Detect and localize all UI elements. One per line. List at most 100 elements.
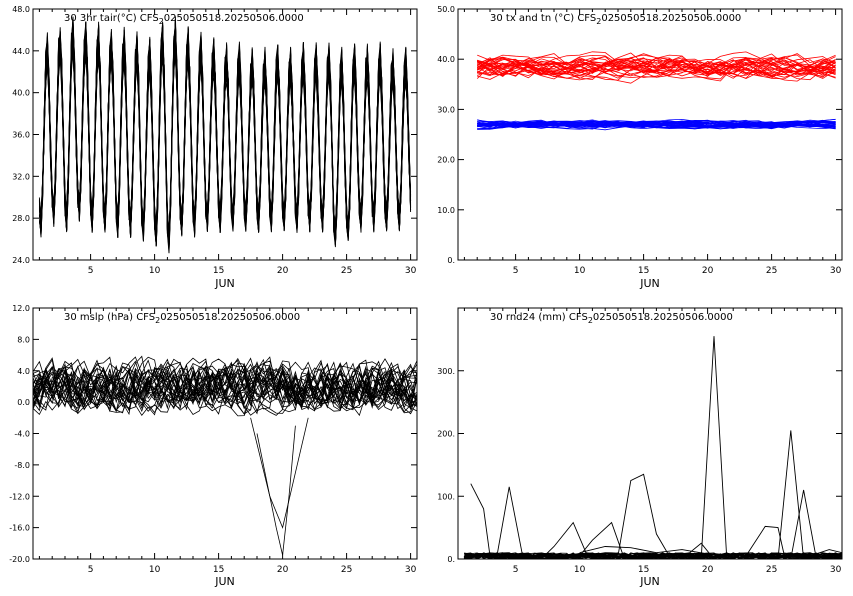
rnd24-series-line	[809, 549, 842, 557]
tair-plot-lines	[38, 16, 412, 254]
tair-series-line	[38, 18, 412, 252]
rnd24-series-line	[470, 483, 497, 559]
mslp-series-line	[256, 417, 309, 529]
tair-x-tick-label: 5	[88, 266, 94, 276]
txtn-y-ticks: 0. 10.0 20.0 30.0 40.0 50.0	[437, 5, 842, 265]
tair-x-tick-label: 30	[405, 266, 417, 276]
rnd24-x-tick-label: 15	[638, 565, 649, 575]
mslp-y-tick-label: 8.0	[17, 335, 30, 344]
txtn-x-tick-label: 5	[513, 266, 519, 276]
rnd24-x-tick-label: 25	[766, 565, 777, 575]
mslp-title-sub: 2	[155, 316, 160, 325]
mslp-y-tick-label: -12.0	[9, 492, 30, 501]
txtn-x-ticks: 5 10 15 20 25 30	[463, 9, 842, 276]
mslp-plot-lines	[33, 355, 417, 556]
tair-x-tick-label: 15	[213, 266, 224, 276]
mslp-series-line	[33, 358, 417, 411]
txtn-series-line	[477, 119, 836, 129]
tair-y-tick-label: 44.0	[12, 47, 30, 56]
tair-x-tick-label: 25	[341, 266, 352, 276]
rnd24-plot-lines	[464, 336, 842, 559]
txtn-series-line	[476, 52, 836, 80]
tair-y-tick-label: 28.0	[12, 214, 30, 223]
rnd24-y-tick-label: 200.	[437, 430, 455, 439]
rnd24-series-line	[681, 542, 715, 559]
txtn-x-tick-label: 10	[574, 266, 586, 276]
mslp-y-tick-label: 0.0	[17, 398, 30, 407]
mslp-x-tick-label: 20	[277, 565, 289, 575]
tair-title: 30 3hr tair(°C) CFS2025050518.20250506.0…	[64, 13, 304, 26]
tair-x-tick-label: 10	[149, 266, 161, 276]
tair-title-sub: 2	[159, 17, 164, 26]
mslp-title-main: 30 mslp (hPa) CFS	[64, 312, 155, 323]
rnd24-x-ticks: 5 10 15 20 25 30	[463, 308, 842, 575]
rnd24-series-line	[617, 473, 670, 557]
tair-y-ticks: 24.0 28.0 32.0 36.0 40.0 44.0 48.0	[12, 5, 417, 265]
mslp-y-tick-label: -16.0	[9, 524, 30, 533]
txtn-x-tick-label: 25	[766, 266, 777, 276]
rnd24-y-tick-label: 100.	[437, 492, 455, 501]
mslp-y-tick-label: -8.0	[14, 461, 30, 470]
rnd24-title: 30 rnd24 (mm) CFS2025050518.20250506.000…	[490, 312, 733, 325]
rnd24-series-line	[777, 430, 805, 559]
rnd24-title-sub: 2	[588, 316, 593, 325]
tair-y-tick-label: 24.0	[12, 256, 30, 265]
rnd24-series-line	[495, 486, 535, 559]
mslp-y-tick-label: -4.0	[14, 430, 30, 439]
tair-title-tail: 025050518.20250506.0000	[164, 13, 304, 24]
mslp-series-line	[33, 356, 417, 412]
mslp-series-line	[33, 363, 417, 414]
txtn-plot-frame	[457, 8, 843, 261]
txtn-series-line	[477, 61, 836, 82]
panel-txtn: 0. 10.0 20.0 30.0 40.0 50.0 5 10 15 20 25 30 30 tx…	[437, 5, 843, 290]
txtn-x-tick-label: 30	[830, 266, 842, 276]
txtn-title-sub: 2	[596, 17, 601, 26]
tair-y-tick-label: 32.0	[12, 172, 30, 181]
txtn-x-axis-label: JUN	[639, 277, 660, 290]
rnd24-series-line	[579, 521, 625, 559]
txtn-title-main: 30 tx and tn (°C) CFS	[490, 13, 596, 24]
mslp-x-tick-label: 10	[149, 565, 161, 575]
txtn-y-tick-label: 10.0	[437, 206, 455, 215]
panel-tair: 24.0 28.0 32.0 36.0 40.0 44.0 48.0 5 10 15 20 25 30…	[12, 5, 418, 290]
txtn-title: 30 tx and tn (°C) CFS2025050518.20250506…	[490, 13, 741, 26]
mslp-y-ticks: -20.0 -16.0 -12.0 -8.0 -4.0 0.0 4.0 8.0 12.0	[9, 304, 417, 564]
rnd24-series-line	[540, 521, 599, 559]
mslp-series-line	[33, 358, 417, 417]
mslp-y-tick-label: 4.0	[17, 367, 30, 376]
txtn-plot-lines	[476, 51, 836, 131]
mslp-y-tick-label: 12.0	[12, 304, 30, 313]
tair-x-ticks: 5 10 15 20 25 30	[38, 9, 417, 276]
rnd24-x-tick-label: 20	[702, 565, 714, 575]
txtn-y-tick-label: 40.0	[437, 55, 455, 64]
tair-title-main: 30 3hr tair(°C) CFS	[64, 13, 159, 24]
txtn-y-tick-label: 30.0	[437, 105, 455, 114]
mslp-series-line	[250, 417, 296, 556]
tair-y-tick-label: 40.0	[12, 89, 30, 98]
tair-plot-frame	[32, 8, 418, 261]
txtn-series-line	[476, 58, 836, 74]
tair-y-tick-label: 36.0	[12, 131, 30, 140]
mslp-x-tick-label: 30	[405, 565, 417, 575]
txtn-y-tick-label: 50.0	[437, 5, 455, 14]
rnd24-y-tick-label: 300.	[437, 367, 455, 376]
mslp-x-axis-label: JUN	[214, 575, 235, 588]
tair-x-axis-label: JUN	[214, 277, 235, 290]
mslp-plot-frame	[32, 307, 418, 560]
panel-mslp: -20.0 -16.0 -12.0 -8.0 -4.0 0.0 4.0 8.0 12.0 5 10…	[9, 304, 418, 588]
rnd24-x-tick-label: 30	[830, 565, 842, 575]
mslp-title: 30 mslp (hPa) CFS2025050518.20250506.000…	[64, 312, 300, 325]
rnd24-y-tick-label: 0.	[447, 555, 455, 564]
rnd24-title-tail: 025050518.20250506.0000	[593, 312, 733, 323]
txtn-y-tick-label: 20.0	[437, 156, 455, 165]
txtn-series-line	[477, 56, 836, 72]
rnd24-x-tick-label: 10	[574, 565, 586, 575]
rnd24-x-tick-label: 5	[513, 565, 519, 575]
rnd24-title-main: 30 rnd24 (mm) CFS	[490, 312, 588, 323]
tair-y-tick-label: 48.0	[12, 5, 30, 14]
txtn-y-tick-label: 0.	[447, 256, 455, 265]
mslp-series-line	[33, 361, 417, 415]
rnd24-series-line	[790, 489, 817, 559]
rnd24-x-axis-label: JUN	[639, 575, 660, 588]
txtn-series-line	[477, 120, 836, 128]
